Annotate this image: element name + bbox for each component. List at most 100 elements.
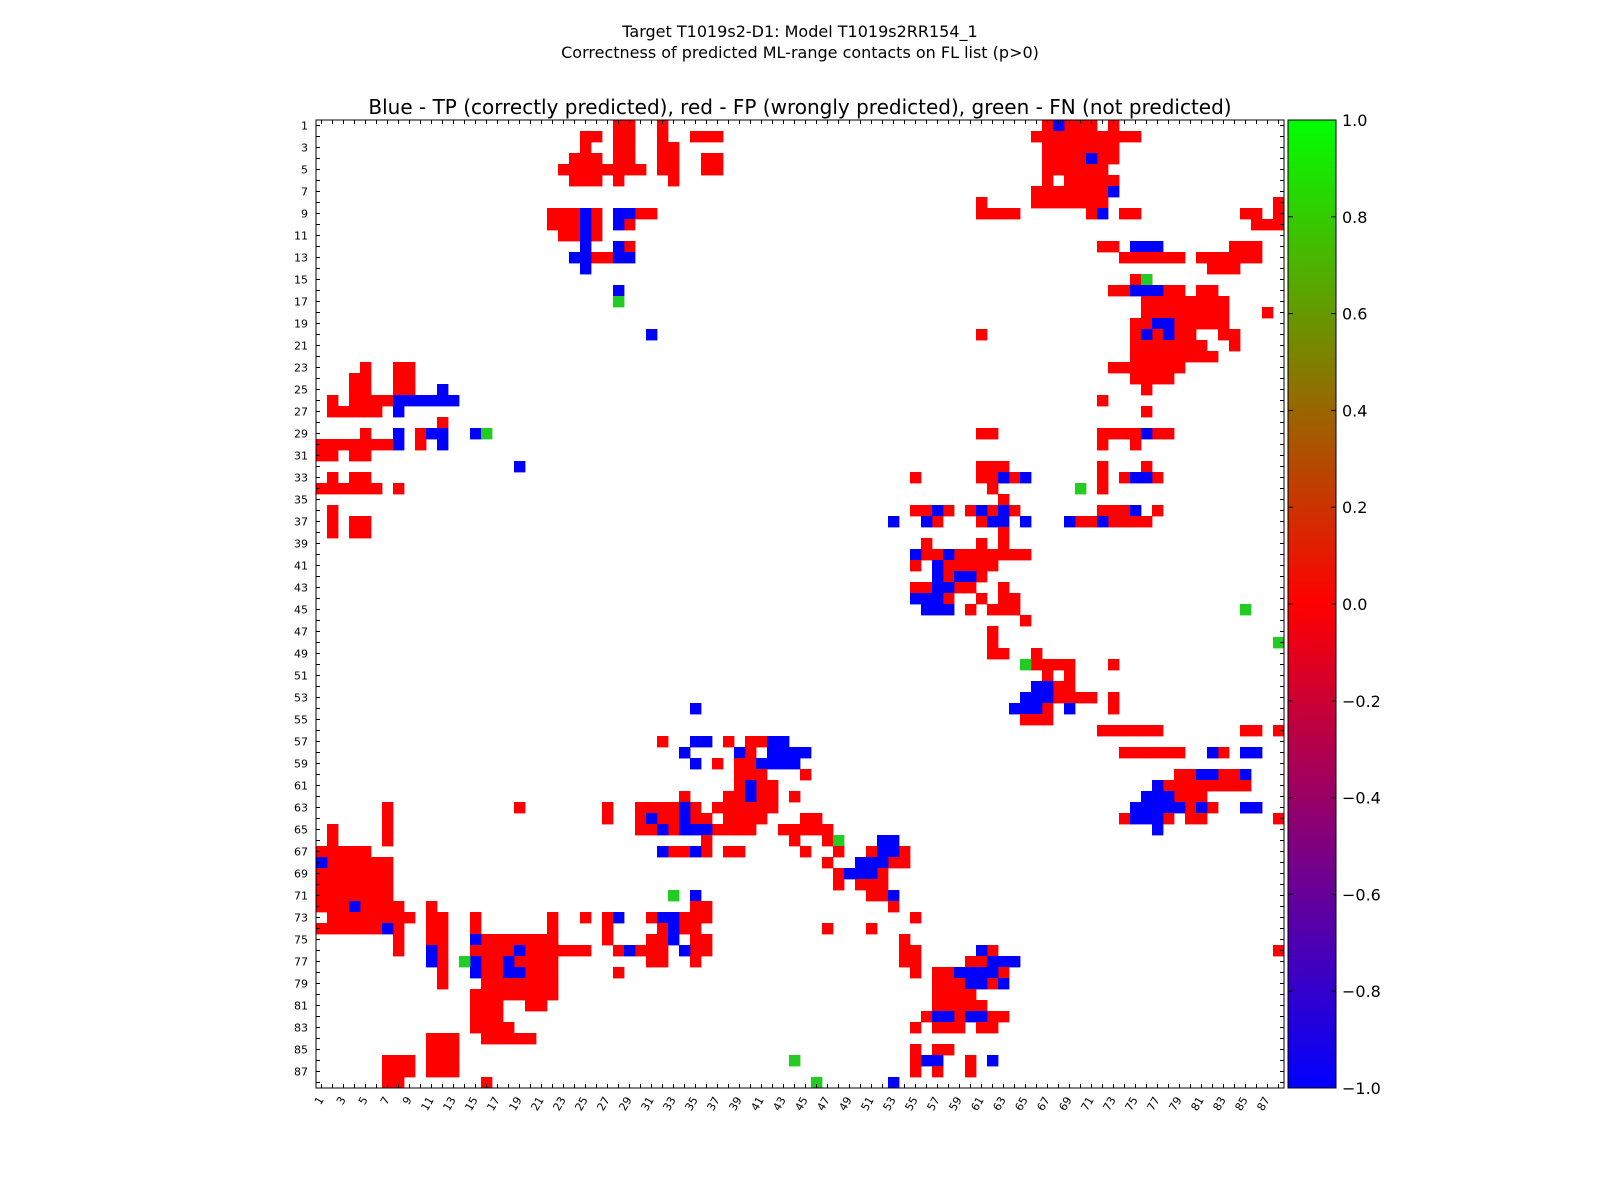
fp-cell xyxy=(899,857,911,869)
tp-cell xyxy=(1152,318,1164,330)
fp-cell xyxy=(1130,340,1142,352)
fp-cell xyxy=(998,549,1010,561)
fp-cell xyxy=(1196,340,1208,352)
fp-cell xyxy=(1086,208,1098,220)
fp-cell xyxy=(1152,472,1164,484)
fp-cell xyxy=(514,934,526,946)
fp-cell xyxy=(1185,307,1197,319)
tp-cell xyxy=(393,395,405,407)
fp-cell xyxy=(932,978,944,990)
fp-cell xyxy=(360,373,372,385)
fp-cell xyxy=(1218,747,1230,759)
fp-cell xyxy=(1119,131,1131,143)
fp-cell xyxy=(1185,351,1197,363)
fp-cell xyxy=(1097,153,1109,165)
fp-cell xyxy=(800,824,812,836)
fp-cell xyxy=(1185,769,1197,781)
fp-cell xyxy=(547,978,559,990)
fp-cell xyxy=(393,945,405,957)
fp-cell xyxy=(613,945,625,957)
fp-cell xyxy=(503,945,515,957)
fp-cell xyxy=(1130,725,1142,737)
tp-cell xyxy=(580,252,592,264)
fp-cell xyxy=(932,1044,944,1056)
fp-cell xyxy=(470,923,482,935)
fp-cell xyxy=(1130,362,1142,374)
tp-cell xyxy=(1130,505,1142,517)
tp-cell xyxy=(1086,153,1098,165)
colorbar-tick-label: 0.6 xyxy=(1342,305,1367,324)
tp-cell xyxy=(745,780,757,792)
fp-cell xyxy=(756,802,768,814)
fp-cell xyxy=(1086,186,1098,198)
fp-cell xyxy=(624,131,636,143)
figure-title: Target T1019s2-D1: Model T1019s2RR154_1 xyxy=(622,22,978,41)
fp-cell xyxy=(558,230,570,242)
fp-cell xyxy=(437,978,449,990)
fp-cell xyxy=(536,967,548,979)
tp-cell xyxy=(470,428,482,440)
colorbar-tick-label: −0.8 xyxy=(1342,982,1381,1001)
fp-cell xyxy=(723,846,735,858)
fp-cell xyxy=(1108,516,1120,528)
tp-cell xyxy=(767,736,779,748)
x-tick-label: 47 xyxy=(814,1095,832,1114)
tp-cell xyxy=(415,395,427,407)
fp-cell xyxy=(349,857,361,869)
fp-cell xyxy=(404,912,416,924)
fp-cell xyxy=(723,802,735,814)
tp-cell xyxy=(514,461,526,473)
fp-cell xyxy=(1119,505,1131,517)
tp-cell xyxy=(1130,285,1142,297)
tp-cell xyxy=(965,978,977,990)
fp-cell xyxy=(437,417,449,429)
fp-cell xyxy=(690,813,702,825)
fp-cell xyxy=(580,175,592,187)
fp-cell xyxy=(580,153,592,165)
fp-cell xyxy=(712,758,724,770)
tp-cell xyxy=(987,1055,999,1067)
fp-cell xyxy=(954,1011,966,1023)
fp-cell xyxy=(1108,362,1120,374)
fp-cell xyxy=(1185,296,1197,308)
fp-cell xyxy=(1009,593,1021,605)
fp-cell xyxy=(327,868,339,880)
fp-cell xyxy=(514,802,526,814)
fp-cell xyxy=(910,912,922,924)
tp-cell xyxy=(613,252,625,264)
fp-cell xyxy=(712,153,724,165)
tp-cell xyxy=(437,384,449,396)
fp-cell xyxy=(1064,131,1076,143)
fp-cell xyxy=(1152,329,1164,341)
fp-cell xyxy=(371,868,383,880)
fp-cell xyxy=(492,1000,504,1012)
fp-cell xyxy=(954,1022,966,1034)
fp-cell xyxy=(646,934,658,946)
tp-cell xyxy=(1031,681,1043,693)
fp-cell xyxy=(382,1077,394,1089)
fp-cell xyxy=(470,989,482,1001)
y-tick-label: 85 xyxy=(294,1044,308,1057)
fp-cell xyxy=(932,1066,944,1078)
fp-cell xyxy=(1031,659,1043,671)
fp-cell xyxy=(1053,681,1065,693)
fp-cell xyxy=(525,967,537,979)
x-tick-label: 21 xyxy=(528,1095,546,1114)
y-tick-label: 87 xyxy=(294,1066,308,1079)
fp-cell xyxy=(1207,351,1219,363)
fp-cell xyxy=(1273,219,1285,231)
tp-cell xyxy=(888,516,900,528)
fp-cell xyxy=(613,175,625,187)
fp-cell xyxy=(1042,703,1054,715)
fp-cell xyxy=(525,956,537,968)
fp-cell xyxy=(976,197,988,209)
fp-cell xyxy=(470,945,482,957)
fp-cell xyxy=(1075,186,1087,198)
fp-cell xyxy=(349,912,361,924)
fp-cell xyxy=(1108,659,1120,671)
tp-cell xyxy=(1141,802,1153,814)
fp-cell xyxy=(1130,318,1142,330)
tp-cell xyxy=(646,813,658,825)
x-tick-label: 19 xyxy=(506,1095,524,1114)
fp-cell xyxy=(393,901,405,913)
